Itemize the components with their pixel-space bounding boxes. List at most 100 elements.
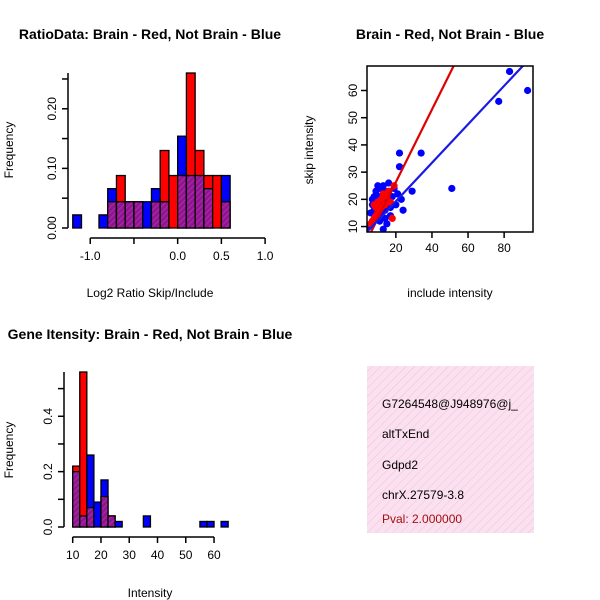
hist-bar-overlap — [177, 174, 188, 229]
hist-bar-overlap — [185, 174, 196, 229]
hist-bar — [168, 174, 179, 229]
scatter-point-not-brain — [385, 179, 393, 187]
intensity-histogram-panel: Gene Itensity: Brain - Red, Not Brain - … — [2, 326, 293, 600]
scatter-ylabel: skip intensity — [302, 116, 316, 185]
hist-bar-overlap — [86, 506, 95, 528]
y-tick-label: 50 — [346, 111, 360, 125]
hist-bar-overlap — [72, 470, 81, 528]
hist-bar-overlap — [220, 201, 231, 229]
y-tick-label: 0.2 — [41, 463, 55, 480]
hist-bar — [211, 174, 223, 229]
y-tick-label: 40 — [346, 138, 360, 152]
hist-bar — [199, 520, 208, 528]
fit-line-not-brain — [367, 66, 525, 232]
x-tick-label: 40 — [151, 548, 165, 562]
intensity-histogram-axes: 0.0 0.2 0.4 10 20 30 40 50 60 — [41, 372, 221, 562]
hist-bar-overlap — [133, 201, 144, 229]
x-tick-label: 60 — [207, 548, 221, 562]
y-tick-label: 0.0 — [41, 518, 55, 535]
scatter-point-not-brain — [395, 149, 404, 157]
hist-bar — [142, 201, 153, 229]
y-tick-label: 0.4 — [41, 408, 55, 425]
hist-bar-overlap — [107, 515, 116, 528]
y-tick-label: 0.00 — [45, 216, 59, 240]
hist-bar-overlap — [79, 515, 88, 528]
ratio-histogram-axes: 0.00 0.10 0.20 -1.0 0.0 0.5 1.0 — [45, 73, 274, 263]
x-tick-label: 20 — [94, 548, 108, 562]
info-panel: G7264548@J948976@j_ altTxEnd Gdpd2 chrX.… — [367, 366, 534, 533]
scatter-points — [367, 66, 532, 232]
scatter-point-not-brain — [523, 86, 532, 95]
hist-bar — [79, 371, 88, 528]
intensity-histogram-bars — [72, 371, 229, 528]
hist-bar-overlap — [194, 174, 205, 229]
y-tick-label: 20 — [346, 192, 360, 206]
info-panel-background — [367, 366, 534, 533]
hist-bar-overlap — [107, 201, 118, 229]
intensity-histogram-ylabel: Frequency — [2, 422, 16, 479]
x-tick-label: 30 — [123, 548, 137, 562]
y-tick-label: 10 — [346, 220, 360, 234]
hist-bar-overlap — [100, 495, 109, 528]
scatter-title: Brain - Red, Not Brain - Blue — [356, 26, 544, 42]
scatter-xlabel: include intensity — [407, 286, 492, 300]
scatter-point-not-brain — [395, 163, 404, 171]
intensity-histogram-xlabel: Intensity — [128, 586, 173, 600]
ratio-histogram-ylabel: Frequency — [2, 122, 16, 179]
scatter-point-not-brain — [448, 184, 456, 193]
hist-bar-overlap — [203, 188, 214, 229]
scatter-point-not-brain — [408, 187, 416, 195]
intensity-histogram-title: Gene Itensity: Brain - Red, Not Brain - … — [8, 326, 293, 342]
scatter-point-not-brain — [381, 214, 389, 222]
x-tick-label: -1.0 — [80, 249, 101, 263]
hist-bar — [114, 520, 123, 528]
x-tick-label: 20 — [389, 241, 403, 255]
scatter-point-brain — [388, 214, 396, 222]
scatter-point-not-brain — [370, 193, 378, 201]
scatter-point-not-brain — [379, 225, 387, 232]
scatter-axes: 20 40 60 80 10 20 30 40 50 60 — [346, 65, 534, 255]
hist-bar — [72, 214, 83, 229]
x-tick-label: 40 — [425, 241, 439, 255]
x-tick-label: 60 — [461, 241, 475, 255]
hist-bar-overlap — [115, 201, 126, 229]
hist-bar — [142, 515, 152, 528]
scatter-point-not-brain — [505, 67, 514, 76]
hist-bar — [98, 214, 109, 229]
scatter-point-not-brain — [417, 149, 425, 157]
fit-line-brain — [369, 66, 455, 232]
scatter-point-not-brain — [379, 182, 387, 190]
scatter-point-not-brain — [495, 97, 503, 105]
ratio-histogram-title: RatioData: Brain - Red, Not Brain - Blue — [19, 26, 281, 42]
scatter-point-not-brain — [383, 220, 391, 228]
info-line-type: altTxEnd — [382, 427, 429, 441]
scatter-point-brain — [377, 195, 386, 203]
info-line-id: G7264548@J948976@j_ — [382, 397, 518, 411]
scatter-point-not-brain — [394, 190, 402, 198]
hist-bar — [206, 520, 215, 528]
scatter-panel: Brain - Red, Not Brain - Blue 20 40 60 80 10… — [302, 26, 544, 300]
scatter-point-not-brain — [399, 206, 407, 214]
x-tick-label: 1.0 — [257, 249, 274, 263]
info-line-gene: Gdpd2 — [382, 458, 418, 472]
x-tick-label: 80 — [497, 241, 511, 255]
y-tick-label: 60 — [346, 83, 360, 97]
hist-bar-overlap — [150, 201, 161, 229]
x-tick-label: 0.5 — [213, 249, 230, 263]
hist-bar-overlap — [159, 201, 170, 229]
scatter-point-brain — [372, 203, 380, 212]
y-tick-label: 0.10 — [45, 156, 59, 180]
hist-bar-overlap — [124, 201, 135, 229]
hist-bar — [93, 501, 102, 528]
x-tick-label: 0.0 — [169, 249, 186, 263]
x-tick-label: 50 — [179, 548, 193, 562]
info-line-locus: chrX.27579-3.8 — [382, 488, 464, 502]
hist-bar — [220, 520, 229, 528]
x-tick-label: 10 — [66, 548, 80, 562]
y-tick-label: 30 — [346, 165, 360, 179]
y-tick-label: 0.20 — [45, 97, 59, 121]
ratio-histogram-bars — [72, 72, 231, 229]
scatter-frame — [366, 65, 534, 233]
ratio-histogram-xlabel: Log2 Ratio Skip/Include — [87, 286, 214, 300]
